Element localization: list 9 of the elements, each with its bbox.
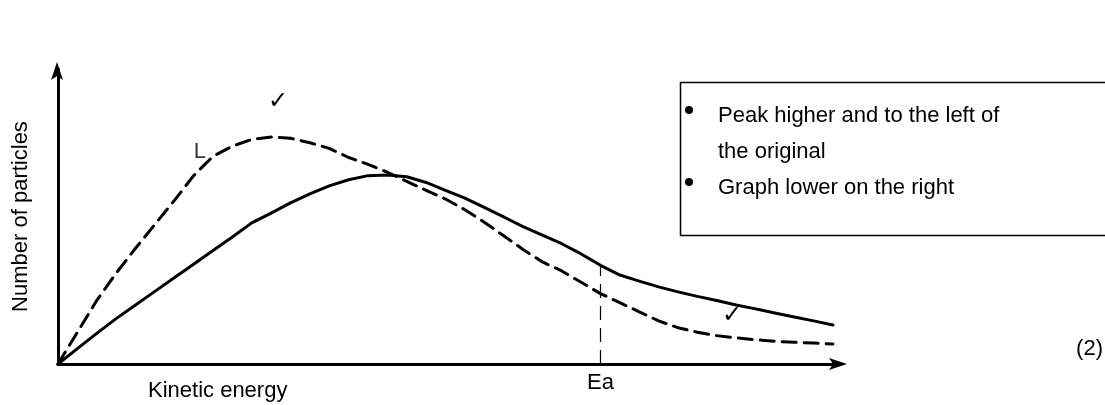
text: ✓	[268, 86, 289, 114]
x-axis-title: Kinetic energy	[148, 376, 288, 402]
text: (2)	[1076, 334, 1103, 360]
annotation: ✓	[722, 300, 743, 328]
text: Ea	[587, 368, 615, 394]
series-label: L	[193, 137, 206, 163]
annotation: Graph lower on the right	[718, 173, 955, 199]
annotation: Peak higher and to the left of the original	[718, 101, 1006, 163]
y-axis-title: Number of particles	[6, 121, 32, 312]
